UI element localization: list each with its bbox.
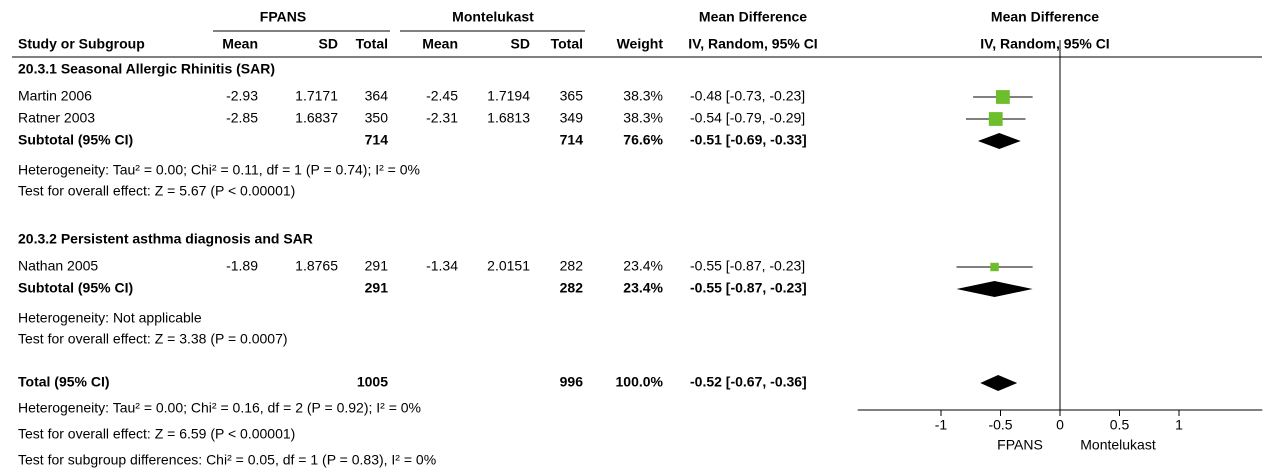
column-header: SD	[511, 36, 530, 52]
study-cell: -1.89	[226, 258, 258, 274]
study-cell: 2.0151	[487, 258, 530, 274]
summary-label: Subtotal (95% CI)	[18, 280, 133, 296]
x-tick-label: 0	[1056, 417, 1064, 433]
pooled-diamond	[977, 133, 1021, 149]
subgroup-note: Test for overall effect: Z = 5.67 (P < 0…	[18, 183, 295, 199]
summary-effect: -0.51 [-0.69, -0.33]	[690, 132, 807, 148]
subgroup-title: 20.3.1 Seasonal Allergic Rhinitis (SAR)	[18, 61, 275, 77]
summary-total: 996	[560, 374, 584, 390]
summary-weight: 23.4%	[623, 280, 663, 296]
study-effect: -0.55 [-0.87, -0.23]	[690, 258, 805, 274]
column-header: Mean	[422, 36, 458, 52]
x-tick-label: -0.5	[988, 417, 1012, 433]
column-header: IV, Random, 95% CI	[980, 36, 1109, 52]
total-note: Test for subgroup differences: Chi² = 0.…	[18, 452, 436, 468]
study-cell: 1.7171	[295, 88, 338, 104]
column-header: Weight	[617, 36, 664, 52]
group-header: FPANS	[260, 9, 306, 25]
study-effect: -0.54 [-0.79, -0.29]	[690, 110, 805, 126]
subgroup-note: Heterogeneity: Tau² = 0.00; Chi² = 0.11,…	[18, 162, 420, 178]
summary-total: 291	[365, 280, 389, 296]
axis-label-right: Montelukast	[1080, 437, 1156, 453]
study-cell: -2.45	[426, 88, 458, 104]
study-cell: 350	[365, 110, 389, 126]
effect-square	[990, 262, 999, 272]
x-tick-label: -1	[935, 417, 948, 433]
summary-total: 282	[560, 280, 584, 296]
study-cell: 1.6813	[487, 110, 530, 126]
group-header: Montelukast	[452, 9, 534, 25]
study-cell: 364	[365, 88, 389, 104]
effect-square	[995, 90, 1010, 104]
study-cell: 1.7194	[487, 88, 530, 104]
pooled-diamond	[980, 375, 1018, 391]
column-header: Study or Subgroup	[18, 36, 145, 52]
summary-label: Subtotal (95% CI)	[18, 132, 133, 148]
summary-total: 1005	[357, 374, 388, 390]
summary-weight: 76.6%	[623, 132, 663, 148]
study-weight: 38.3%	[623, 88, 663, 104]
study-weight: 38.3%	[623, 110, 663, 126]
study-cell: 349	[560, 110, 584, 126]
study-name: Martin 2006	[18, 88, 92, 104]
study-cell: 282	[560, 258, 584, 274]
pooled-diamond	[956, 281, 1033, 297]
study-cell: -1.34	[426, 258, 458, 274]
study-cell: -2.85	[226, 110, 258, 126]
study-effect: -0.48 [-0.73, -0.23]	[690, 88, 805, 104]
effect-square	[988, 112, 1003, 126]
study-cell: -2.93	[226, 88, 258, 104]
x-tick-label: 1	[1175, 417, 1183, 433]
axis-label-left: FPANS	[997, 437, 1043, 453]
total-note: Heterogeneity: Tau² = 0.00; Chi² = 0.16,…	[18, 400, 421, 416]
subgroup-note: Test for overall effect: Z = 3.38 (P = 0…	[18, 331, 288, 347]
summary-effect: -0.55 [-0.87, -0.23]	[690, 280, 807, 296]
study-cell: 291	[365, 258, 389, 274]
study-weight: 23.4%	[623, 258, 663, 274]
study-name: Nathan 2005	[18, 258, 98, 274]
study-name: Ratner 2003	[18, 110, 95, 126]
summary-total: 714	[560, 132, 584, 148]
group-header: Mean Difference	[699, 9, 807, 25]
study-cell: 1.6837	[295, 110, 338, 126]
summary-weight: 100.0%	[616, 374, 664, 390]
column-header: IV, Random, 95% CI	[688, 36, 817, 52]
column-header: Mean	[222, 36, 258, 52]
summary-total: 714	[365, 132, 389, 148]
study-cell: 1.8765	[295, 258, 338, 274]
x-tick-label: 0.5	[1110, 417, 1130, 433]
column-header: SD	[319, 36, 338, 52]
summary-effect: -0.52 [-0.67, -0.36]	[690, 374, 807, 390]
group-header: Mean Difference	[991, 9, 1099, 25]
study-cell: 365	[560, 88, 584, 104]
column-header: Total	[551, 36, 583, 52]
total-note: Test for overall effect: Z = 6.59 (P < 0…	[18, 426, 295, 442]
subgroup-title: 20.3.2 Persistent asthma diagnosis and S…	[18, 231, 313, 247]
subgroup-note: Heterogeneity: Not applicable	[18, 310, 202, 326]
summary-label: Total (95% CI)	[18, 374, 110, 390]
study-cell: -2.31	[426, 110, 458, 126]
column-header: Total	[356, 36, 388, 52]
